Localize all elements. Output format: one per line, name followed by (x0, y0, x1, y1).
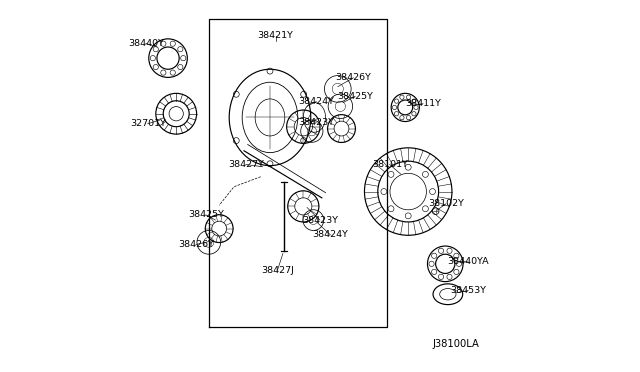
Text: 38421Y: 38421Y (257, 31, 294, 41)
Text: 38453Y: 38453Y (451, 286, 486, 295)
Text: 38424Y: 38424Y (298, 97, 334, 106)
Text: 38426Y: 38426Y (335, 73, 371, 82)
Text: 32701Y: 32701Y (130, 119, 166, 128)
Text: 38427J: 38427J (261, 266, 294, 275)
Text: 38427Y: 38427Y (228, 160, 264, 169)
Text: 38102Y: 38102Y (428, 199, 464, 208)
Text: 38411Y: 38411Y (405, 99, 441, 108)
Text: 38423Y: 38423Y (298, 118, 334, 127)
Text: J38100LA: J38100LA (433, 339, 479, 349)
Text: 38426Y: 38426Y (178, 240, 214, 249)
Text: 38101Y: 38101Y (372, 160, 408, 169)
Text: 38440Y: 38440Y (128, 39, 164, 48)
Text: 38424Y: 38424Y (312, 230, 348, 240)
Text: 38440YA: 38440YA (447, 257, 489, 266)
Text: 38425Y: 38425Y (188, 211, 224, 219)
Text: 38423Y: 38423Y (302, 216, 338, 225)
Text: 38425Y: 38425Y (337, 92, 373, 101)
